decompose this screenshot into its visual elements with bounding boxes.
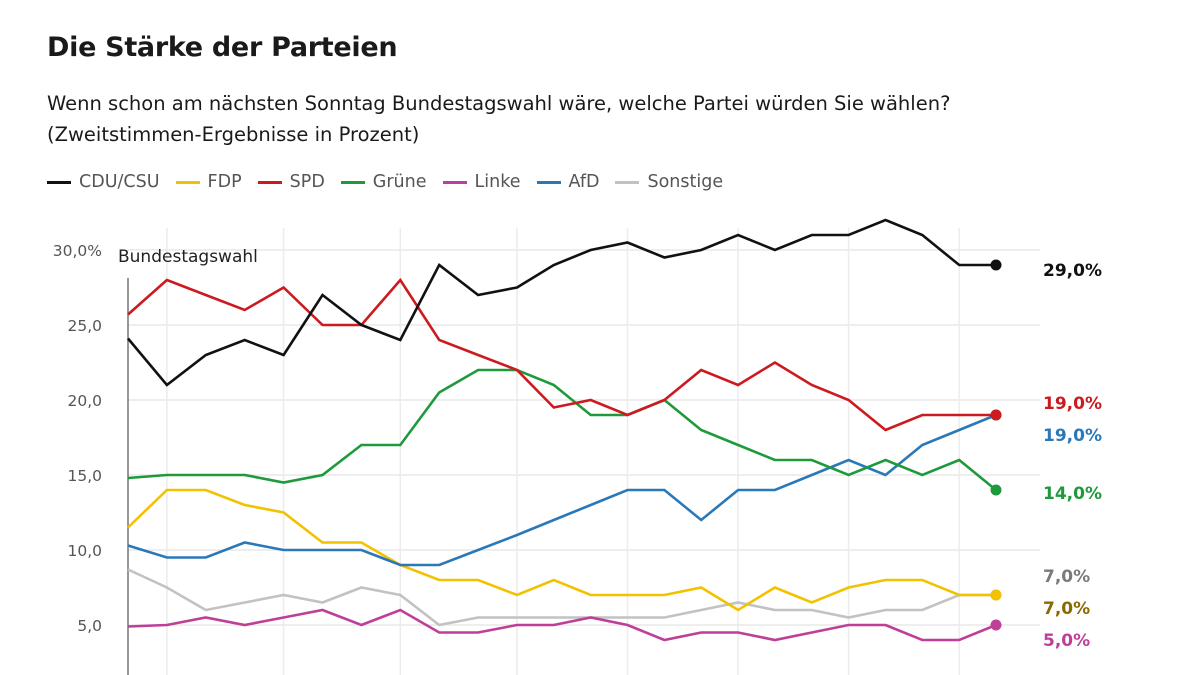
chart-subtitle: Wenn schon am nächsten Sonntag Bundestag… <box>47 88 1167 150</box>
legend-item: Sonstige <box>615 172 723 192</box>
y-tick-label: 10,0 <box>67 542 102 560</box>
series-line-cducsu <box>127 218 996 387</box>
election-annotation: Bundestagswahl <box>118 247 258 267</box>
y-tick-label: 25,0 <box>67 317 102 335</box>
y-tick-label: 5,0 <box>77 617 102 635</box>
subtitle-line-1: Wenn schon am nächsten Sonntag Bundestag… <box>47 92 951 115</box>
end-point-marker <box>990 619 1002 631</box>
end-value-label: 14,0% <box>1043 484 1102 504</box>
legend-swatch <box>442 180 467 184</box>
end-value-label: 19,0% <box>1043 426 1102 446</box>
end-value-label: 5,0% <box>1043 631 1090 651</box>
legend-swatch <box>340 180 365 184</box>
legend-label: Sonstige <box>647 172 724 192</box>
y-tick-label: 15,0 <box>67 467 102 485</box>
legend-label: FDP <box>207 172 242 192</box>
series-line-linke <box>127 608 997 642</box>
legend-item: SPD <box>257 172 325 192</box>
y-tick-label: 20,0 <box>67 392 102 410</box>
y-tick-label: 30,0% <box>53 242 102 260</box>
end-point-marker <box>990 409 1002 421</box>
legend-label: Grüne <box>372 172 427 192</box>
legend-label: Linke <box>474 172 521 192</box>
end-value-label: 19,0% <box>1043 394 1102 414</box>
legend-label: AfD <box>568 172 600 192</box>
legend-swatch <box>615 180 640 184</box>
legend-swatch <box>257 180 282 184</box>
series-line-afd <box>127 413 997 567</box>
legend-swatch <box>536 180 561 184</box>
legend-item: Linke <box>442 172 521 192</box>
series-line-spd <box>127 277 996 432</box>
legend-label: SPD <box>289 172 325 192</box>
end-point-marker <box>990 589 1002 601</box>
end-point-marker <box>990 259 1002 271</box>
legend-item: AfD <box>536 172 600 192</box>
end-value-label: 7,0% <box>1043 599 1090 619</box>
legend: CDU/CSU FDP SPD Grüne Linke AfD Sonstige <box>47 172 723 192</box>
legend-label: CDU/CSU <box>79 172 160 192</box>
series-line-sonstige <box>127 568 996 627</box>
legend-item: Grüne <box>340 172 427 192</box>
end-point-marker <box>990 484 1002 496</box>
end-value-label: 7,0% <box>1043 567 1090 587</box>
series-line-fdp <box>127 488 996 612</box>
chart-title: Die Stärke der Parteien <box>47 32 398 63</box>
end-value-label: 29,0% <box>1043 261 1102 281</box>
legend-item: CDU/CSU <box>47 172 160 192</box>
legend-swatch <box>47 180 71 184</box>
subtitle-line-2: (Zweitstimmen-Ergebnisse in Prozent) <box>47 123 420 146</box>
legend-item: FDP <box>175 172 242 192</box>
series-line-grne <box>127 368 997 492</box>
legend-swatch <box>175 180 200 184</box>
